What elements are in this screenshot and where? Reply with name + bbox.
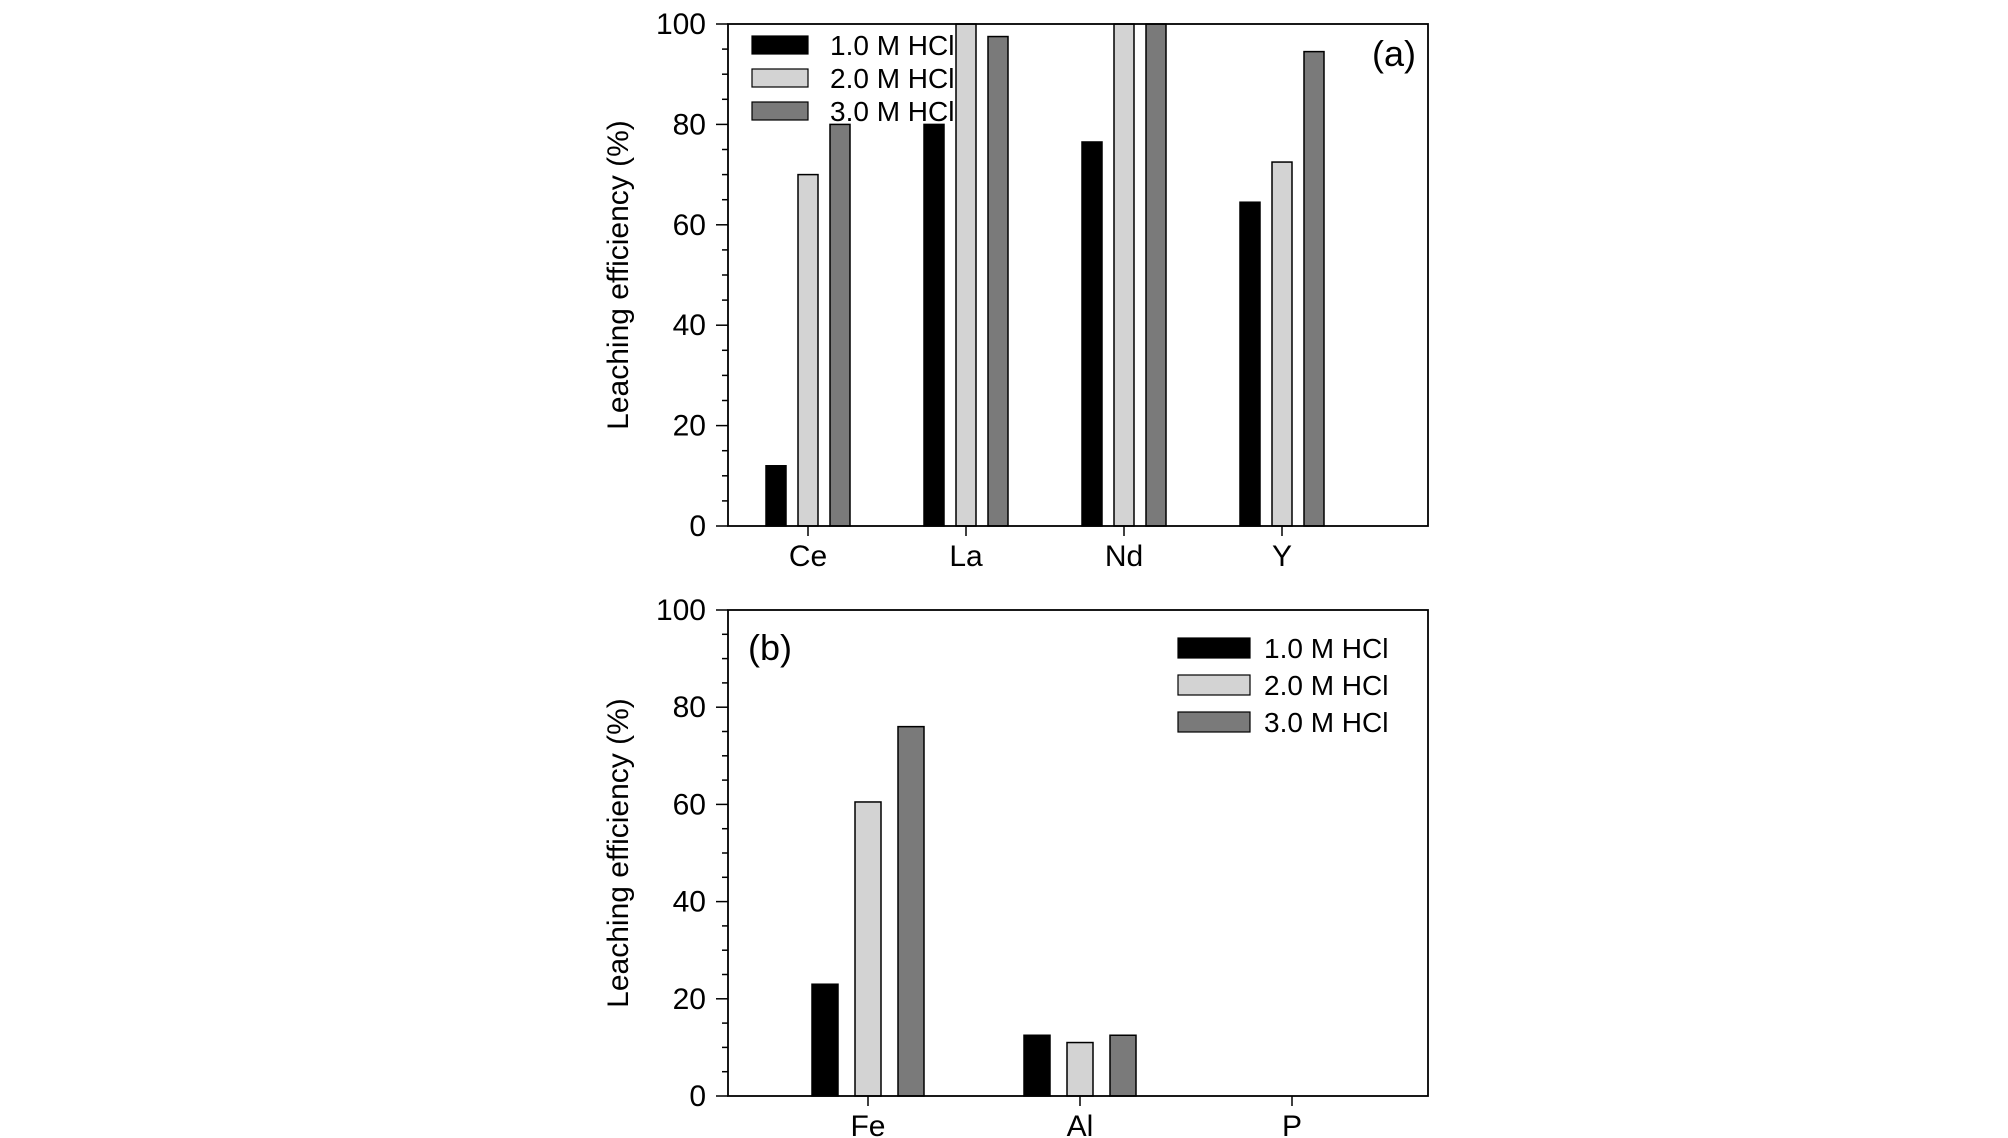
bar-nd-3 xyxy=(1145,23,1167,527)
legend-label: 1.0 M HCl xyxy=(1264,633,1388,664)
chart-panel-a: Ce La Nd Y 0 20 40 60 80 100 Leaching efficiency (… xyxy=(602,8,1429,573)
y-tick-label: 80 xyxy=(673,691,706,724)
x-tick-label: Ce xyxy=(789,540,827,573)
y-tick-label: 0 xyxy=(689,510,706,543)
y-tick-label: 60 xyxy=(673,209,706,242)
y-tick-label: 100 xyxy=(656,8,706,41)
bar-fe-3 xyxy=(897,725,925,1097)
bar-fe-1 xyxy=(811,983,839,1097)
legend-label: 3.0 M HCl xyxy=(830,96,954,127)
bar-la-1 xyxy=(923,123,945,527)
bar-nd-1 xyxy=(1081,141,1103,527)
legend-label: 2.0 M HCl xyxy=(1264,670,1388,701)
bar-nd-2 xyxy=(1113,23,1135,527)
x-tick-label: Al xyxy=(1067,1110,1094,1138)
bar-la-2 xyxy=(955,23,977,527)
bar-y-1 xyxy=(1239,201,1261,527)
x-tick-label: La xyxy=(949,540,983,573)
y-tick-label: 40 xyxy=(673,886,706,919)
legend-swatch xyxy=(1177,711,1251,733)
bar-y-3 xyxy=(1303,50,1325,527)
y-tick-label: 60 xyxy=(673,788,706,821)
bar-la-3 xyxy=(987,35,1009,527)
y-tick-label: 0 xyxy=(689,1080,706,1113)
chart-panel-b: Fe Al P 0 20 40 60 80 100 Leaching efficiency (%)… xyxy=(602,594,1429,1138)
legend-swatch xyxy=(751,68,809,88)
y-tick-label: 20 xyxy=(673,410,706,443)
legend-label: 3.0 M HCl xyxy=(1264,707,1388,738)
panel-label: (a) xyxy=(1372,33,1416,74)
bar-fe-2 xyxy=(854,801,882,1097)
legend-swatch xyxy=(751,35,809,55)
y-axis-title: Leaching efficiency (%) xyxy=(602,698,635,1008)
bar-ce-2 xyxy=(797,173,819,527)
bar-y-2 xyxy=(1271,161,1293,527)
y-tick-label: 40 xyxy=(673,309,706,342)
legend-swatch xyxy=(1177,637,1251,659)
legend-label: 1.0 M HCl xyxy=(830,30,954,61)
x-tick-label: Nd xyxy=(1105,540,1143,573)
bar-al-2 xyxy=(1066,1041,1094,1097)
y-axis-title: Leaching efficiency (%) xyxy=(602,120,635,430)
x-tick-label: Fe xyxy=(850,1110,885,1138)
legend-label: 2.0 M HCl xyxy=(830,63,954,94)
bar-ce-1 xyxy=(765,465,787,527)
x-tick-label: P xyxy=(1282,1110,1302,1138)
y-tick-label: 100 xyxy=(656,594,706,627)
legend: 1.0 M HCl 2.0 M HCl 3.0 M HCl xyxy=(1177,633,1388,738)
bar-al-3 xyxy=(1109,1034,1137,1097)
y-tick-label: 20 xyxy=(673,983,706,1016)
panel-label: (b) xyxy=(748,627,792,668)
x-tick-label: Y xyxy=(1272,540,1292,573)
legend-swatch xyxy=(751,101,809,121)
bar-al-1 xyxy=(1023,1034,1051,1097)
y-tick-label: 80 xyxy=(673,108,706,141)
legend-swatch xyxy=(1177,674,1251,696)
bar-ce-3 xyxy=(829,123,851,527)
